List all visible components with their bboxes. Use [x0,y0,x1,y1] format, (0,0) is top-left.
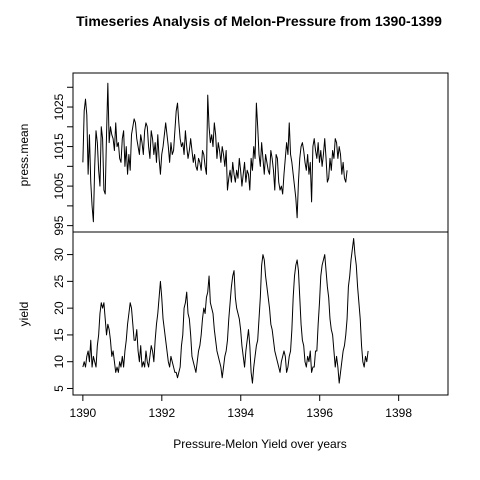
x-tick-label: 1392 [148,406,175,420]
x-tick-label: 1390 [70,406,97,420]
y-tick-label: 10 [52,355,66,369]
x-tick-label: 1398 [385,406,412,420]
y-tick-label: 25 [52,274,66,288]
chart-title: Timeseries Analysis of Melon-Pressure fr… [76,13,442,29]
y-tick-label: 30 [52,248,66,262]
panel-top-frame [72,72,449,233]
series-line-pressure [82,82,348,223]
y-tick-label: 20 [52,301,66,315]
y-tick-label: 1005 [52,172,66,199]
x-tick-label: 1394 [227,406,254,420]
series-line-yield [82,238,369,384]
y-axis-label-yield: yield [17,302,31,327]
y-tick-label: 5 [52,385,66,392]
x-axis-label: Pressure-Melon Yield over years [173,437,346,451]
y-tick-label: 1025 [52,93,66,120]
series-group [82,82,369,384]
y-tick-label: 15 [52,328,66,342]
y-axis-label-pressure: press.mean [17,124,31,187]
y-tick-label: 995 [52,215,66,235]
y-tick-label: 1015 [52,133,66,160]
x-tick-label: 1396 [306,406,333,420]
